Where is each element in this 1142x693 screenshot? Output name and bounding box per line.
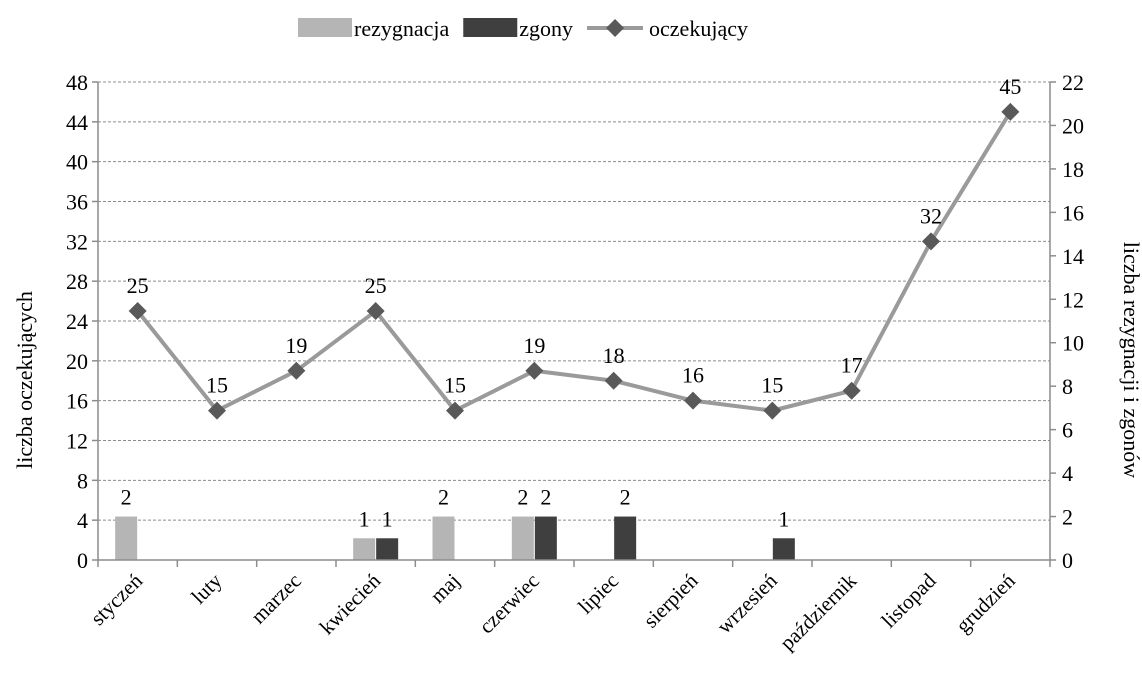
line-marker: [684, 391, 702, 410]
bar-rezygnacja: [353, 538, 376, 560]
x-tick-label: listopad: [877, 568, 941, 632]
line-marker: [763, 401, 782, 420]
bar-data-label: 1: [382, 506, 393, 531]
legend-swatch-zgony: [463, 18, 518, 37]
x-tick-label: styczeń: [86, 568, 148, 630]
line-marker: [842, 381, 861, 400]
bar-zgony: [772, 538, 795, 560]
line-data-label: 15: [206, 373, 228, 398]
line-marker: [208, 401, 226, 420]
legend-marker-oczekujący: [606, 19, 625, 37]
line-data-label: 19: [523, 333, 545, 358]
y-right-tick-label: 10: [1062, 331, 1084, 356]
x-tick-label: sierpień: [639, 568, 703, 632]
x-tick-label: wrzesień: [712, 568, 782, 638]
line-data-label: 32: [920, 203, 942, 228]
y-right-tick-label: 4: [1062, 461, 1073, 486]
y-axis-left-title: liczba oczekujących: [12, 291, 37, 469]
y-right-tick-label: 0: [1062, 548, 1073, 573]
legend-label-oczekujący: oczekujący: [649, 16, 748, 41]
line-data-label: 25: [127, 273, 149, 298]
line-marker: [1001, 102, 1020, 121]
bar-series: [115, 516, 795, 560]
y-right-tick-label: 8: [1062, 374, 1073, 399]
x-tick-label: marzec: [246, 569, 306, 629]
x-tick-label: czerwiec: [474, 569, 544, 639]
y-right-tick-label: 6: [1062, 418, 1073, 443]
y-left-tick-label: 36: [66, 190, 88, 215]
y-left-tick-label: 8: [77, 468, 88, 493]
gridlines: [98, 81, 1050, 521]
bar-data-label: 1: [778, 506, 789, 531]
line-marker: [604, 371, 623, 390]
y-left-tick-label: 32: [66, 229, 88, 254]
bar-rezygnacja: [511, 516, 534, 560]
line-oczekujący: [136, 110, 1013, 413]
line-series: [128, 102, 1020, 420]
x-tick-label: lipiec: [573, 569, 623, 619]
axes: 0481216202428323640444802468101214161820…: [66, 70, 1084, 655]
bar-data-label: 1: [359, 506, 370, 531]
bar-data-label: 2: [620, 485, 631, 510]
y-right-tick-label: 22: [1062, 70, 1084, 95]
y-left-tick-label: 20: [66, 349, 88, 374]
x-tick-label: kwiecień: [315, 568, 386, 639]
y-right-tick-label: 12: [1062, 287, 1084, 312]
line-data-label: 25: [365, 273, 387, 298]
line-data-label: 18: [603, 343, 625, 368]
line-data-label: 16: [682, 363, 704, 388]
y-right-tick-label: 2: [1062, 505, 1073, 530]
bar-zgony: [376, 538, 399, 560]
line-data-label: 15: [444, 373, 466, 398]
bar-zgony: [614, 516, 637, 560]
legend-label-zgony: zgony: [519, 16, 573, 41]
y-left-tick-label: 0: [77, 548, 88, 573]
line-marker: [366, 302, 385, 321]
line-marker: [287, 361, 306, 380]
y-left-tick-label: 40: [66, 150, 88, 175]
bar-data-label: 2: [540, 485, 551, 510]
x-tick-label: maj: [425, 569, 464, 608]
y-left-tick-label: 12: [66, 429, 88, 454]
y-left-tick-label: 28: [66, 269, 88, 294]
bar-zgony: [534, 516, 557, 560]
legend-swatch-rezygnacja: [298, 18, 352, 37]
x-tick-label: grudzień: [951, 568, 1020, 637]
y-left-tick-label: 44: [66, 110, 88, 135]
y-axis-right-title: liczba rezygnacji i zgonów: [1119, 242, 1142, 479]
legend: rezygnacja zgony oczekujący: [298, 16, 748, 41]
bar-data-label: 2: [517, 485, 528, 510]
x-tick-label: październik: [775, 568, 862, 655]
y-left-tick-label: 4: [77, 508, 88, 533]
line-data-label: 45: [999, 74, 1021, 99]
bar-rezygnacja: [432, 516, 455, 560]
y-right-tick-label: 20: [1062, 113, 1084, 138]
line-data-label: 19: [285, 333, 307, 358]
y-left-tick-label: 24: [66, 309, 88, 334]
bar-data-label: 2: [121, 485, 132, 510]
line-marker: [446, 401, 464, 420]
y-right-tick-label: 16: [1062, 200, 1084, 225]
y-left-tick-label: 48: [66, 70, 88, 95]
y-right-tick-label: 14: [1062, 244, 1084, 269]
line-marker: [128, 302, 147, 321]
bar-rezygnacja: [115, 516, 138, 560]
x-tick-label: luty: [186, 568, 226, 608]
legend-label-rezygnacja: rezygnacja: [354, 16, 449, 41]
bar-data-label: 2: [438, 485, 449, 510]
y-right-tick-label: 18: [1062, 157, 1084, 182]
line-data-label: 15: [761, 373, 783, 398]
line-marker: [922, 232, 940, 251]
y-left-tick-label: 16: [66, 389, 88, 414]
line-data-label: 17: [841, 353, 863, 378]
line-marker: [525, 361, 544, 380]
